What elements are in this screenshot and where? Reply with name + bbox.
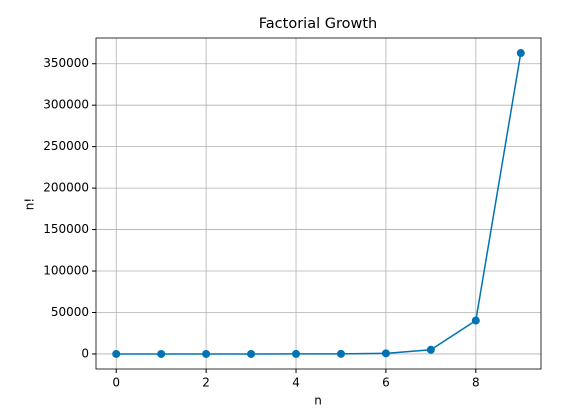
- plot-frame: [95, 37, 542, 370]
- y-tick-label: 150000: [43, 222, 89, 236]
- data-point: [112, 349, 121, 358]
- data-point: [336, 349, 345, 358]
- data-line: [116, 52, 522, 355]
- data-point: [292, 349, 301, 358]
- x-tick-label: 6: [382, 376, 390, 390]
- y-tick-label: 350000: [43, 56, 89, 70]
- y-tick-label: 100000: [43, 264, 89, 278]
- y-tick-label: 0: [81, 346, 89, 360]
- data-point: [381, 349, 390, 358]
- data-point: [202, 349, 211, 358]
- x-tick-label: 8: [472, 376, 480, 390]
- x-axis-label: n: [314, 394, 322, 408]
- data-point: [247, 349, 256, 358]
- data-point: [471, 316, 480, 325]
- data-point: [157, 349, 166, 358]
- data-point: [426, 345, 435, 354]
- chart-title: Factorial Growth: [259, 16, 377, 32]
- data-point: [516, 49, 525, 58]
- y-tick-label: 300000: [43, 98, 89, 112]
- y-tick-label: 250000: [43, 139, 89, 153]
- y-tick-label: 200000: [43, 181, 89, 195]
- y-tick-label: 50000: [51, 305, 89, 319]
- x-tick-label: 4: [292, 376, 300, 390]
- x-tick-label: 0: [112, 376, 120, 390]
- y-axis-label: n!: [23, 198, 37, 210]
- x-tick-label: 2: [202, 376, 210, 390]
